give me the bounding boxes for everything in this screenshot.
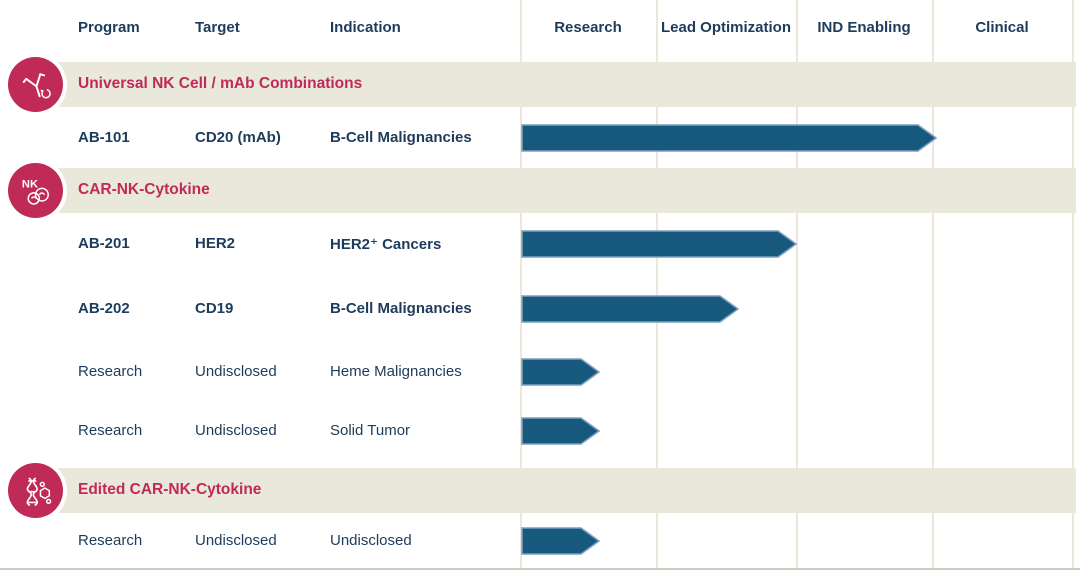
section-title: Edited CAR-NK-Cytokine (78, 481, 262, 498)
progress-bar-arrow (521, 358, 601, 386)
bottom-border (0, 568, 1080, 570)
target-cell: CD19 (195, 300, 234, 317)
indication-cell: Undisclosed (330, 532, 412, 549)
target-cell: Undisclosed (195, 422, 277, 439)
program-cell: Research (78, 363, 143, 380)
progress-bar-arrow (521, 417, 601, 445)
progress-bar-arrow (521, 527, 601, 555)
section-band (28, 468, 1076, 513)
target-cell: CD20 (mAb) (195, 129, 281, 146)
stage-gridline (932, 0, 934, 569)
section-band (28, 62, 1076, 107)
nk-cells-icon: NK (8, 163, 63, 218)
section-title: Universal NK Cell / mAb Combinations (78, 75, 363, 92)
target-cell: HER2 (195, 235, 236, 252)
program-cell: AB-202 (78, 300, 130, 317)
target-cell: Undisclosed (195, 532, 277, 549)
indication-cell: Solid Tumor (330, 422, 411, 439)
column-header-target: Target (195, 19, 240, 36)
svg-text:NK: NK (21, 178, 37, 190)
stage-gridline (656, 0, 658, 569)
section-band (28, 168, 1076, 213)
antibody-icon (8, 57, 63, 112)
program-cell: AB-101 (78, 129, 130, 146)
progress-bar-arrow (521, 230, 798, 258)
stage-gridline (796, 0, 798, 569)
indication-cell: B-Cell Malignancies (330, 300, 472, 317)
program-cell: AB-201 (78, 235, 130, 252)
target-cell: Undisclosed (195, 363, 277, 380)
column-header-indication: Indication (330, 19, 401, 36)
stage-header-clinical: Clinical (975, 18, 1029, 36)
indication-cell: B-Cell Malignancies (330, 129, 472, 146)
program-cell: Research (78, 422, 143, 439)
stage-header-research: Research (554, 18, 622, 36)
program-cell: Research (78, 532, 143, 549)
dna-icon (8, 463, 63, 518)
indication-cell: Heme Malignancies (330, 363, 462, 380)
column-header-program: Program (78, 19, 140, 36)
progress-bar-arrow (521, 295, 740, 323)
stage-gridline (520, 0, 522, 569)
progress-bar-arrow (521, 124, 938, 152)
stage-header-lead-optimization: Lead Optimization (660, 18, 791, 36)
stage-header-ind-enabling: IND Enabling (817, 18, 911, 36)
section-title: CAR-NK-Cytokine (78, 181, 210, 198)
stage-gridline (1072, 0, 1074, 569)
indication-cell: HER2⁺ Cancers (330, 236, 442, 253)
